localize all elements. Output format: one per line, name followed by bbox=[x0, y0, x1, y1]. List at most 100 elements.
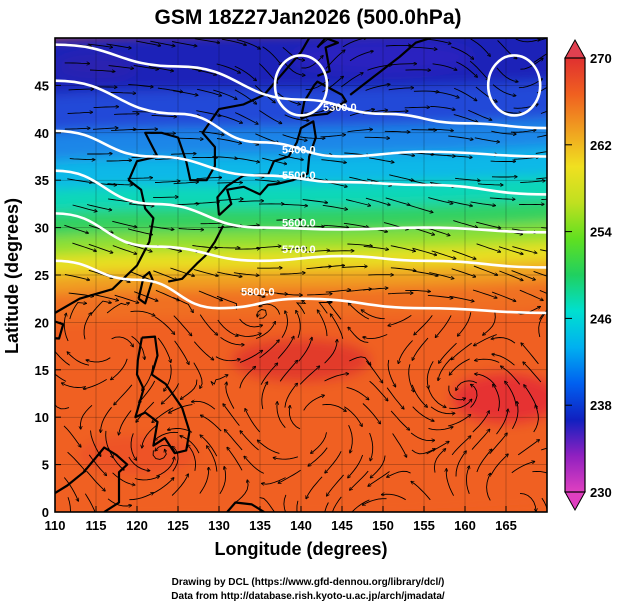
streamline bbox=[171, 474, 188, 496]
streamline bbox=[328, 251, 354, 252]
streamline bbox=[151, 116, 177, 117]
y-tick-label: 40 bbox=[35, 126, 49, 141]
streamline bbox=[173, 90, 197, 95]
streamline bbox=[172, 297, 193, 313]
streamline bbox=[521, 343, 539, 365]
streamline bbox=[200, 435, 218, 457]
streamline bbox=[388, 315, 412, 325]
credit-drawing: Drawing by DCL (https://www.gfd-dennou.o… bbox=[172, 577, 445, 588]
streamline bbox=[533, 405, 539, 433]
streamline bbox=[239, 351, 262, 363]
colorbar-gradient bbox=[565, 58, 585, 492]
streamline bbox=[244, 457, 265, 474]
streamline bbox=[63, 477, 78, 501]
streamline bbox=[196, 110, 220, 116]
streamline bbox=[505, 382, 517, 407]
streamline bbox=[319, 38, 331, 47]
streamline bbox=[173, 182, 199, 185]
coastline-segment bbox=[316, 38, 339, 77]
colorbar-tick-label: 262 bbox=[590, 138, 612, 153]
streamline bbox=[517, 440, 539, 456]
y-axis: 0 5 10 15 20 25 30 35 40 45 bbox=[35, 78, 61, 520]
streamline bbox=[154, 316, 174, 334]
streamline bbox=[412, 337, 429, 360]
streamline bbox=[283, 494, 287, 512]
streamline bbox=[331, 496, 342, 512]
streamline bbox=[305, 80, 329, 91]
streamline bbox=[152, 450, 166, 460]
coastline-segment bbox=[55, 320, 65, 340]
streamline bbox=[455, 451, 466, 477]
contour-label: 5700.0 bbox=[282, 244, 316, 256]
streamline bbox=[321, 159, 346, 163]
colorbar-frame bbox=[564, 57, 586, 493]
streamline bbox=[172, 41, 196, 47]
temperature-patch bbox=[293, 40, 473, 73]
streamline bbox=[385, 45, 411, 46]
x-tick-label: 130 bbox=[208, 518, 230, 533]
streamline bbox=[157, 457, 174, 477]
contour-label: 5400.0 bbox=[282, 145, 316, 157]
streamline bbox=[350, 470, 369, 490]
streamline bbox=[324, 502, 329, 512]
streamline bbox=[349, 356, 370, 365]
streamline bbox=[363, 498, 387, 505]
streamline bbox=[155, 444, 177, 454]
closed-low-contour bbox=[273, 54, 329, 117]
y-tick-label: 30 bbox=[35, 221, 49, 236]
streamline bbox=[490, 454, 508, 476]
streamline bbox=[128, 84, 153, 87]
streamline bbox=[153, 197, 178, 198]
streamline bbox=[518, 79, 542, 89]
streamline bbox=[55, 404, 70, 410]
streamline bbox=[363, 245, 388, 249]
streamline bbox=[255, 179, 280, 183]
streamline bbox=[213, 89, 236, 99]
streamline bbox=[404, 107, 430, 108]
streamline bbox=[489, 433, 507, 455]
streamline bbox=[64, 128, 90, 129]
streamline bbox=[301, 56, 323, 69]
streamline bbox=[276, 220, 301, 221]
streamline bbox=[259, 497, 276, 512]
streamline bbox=[412, 46, 437, 49]
x-tick-label: 160 bbox=[454, 518, 476, 533]
coastline-segment bbox=[55, 38, 311, 314]
streamline bbox=[325, 290, 351, 293]
streamline bbox=[132, 129, 158, 130]
streamline bbox=[106, 303, 129, 314]
streamline bbox=[148, 66, 173, 72]
streamline bbox=[257, 309, 267, 319]
streamline bbox=[327, 474, 344, 496]
streamline bbox=[325, 451, 342, 472]
streamline bbox=[498, 246, 523, 254]
figure-title: GSM 18Z27Jan2026 (500.0hPa) bbox=[154, 6, 461, 29]
streamline bbox=[331, 314, 344, 339]
streamline bbox=[111, 336, 134, 347]
streamline bbox=[347, 243, 372, 246]
streamline bbox=[318, 310, 328, 337]
streamline bbox=[523, 362, 542, 383]
streamline bbox=[369, 157, 393, 162]
streamline bbox=[150, 40, 174, 46]
streamline bbox=[451, 268, 476, 277]
streamline bbox=[413, 270, 437, 276]
streamline bbox=[216, 63, 240, 73]
streamline bbox=[235, 248, 260, 249]
streamline bbox=[299, 136, 325, 139]
streamline bbox=[365, 360, 382, 383]
colorbar-top-arrow bbox=[564, 38, 586, 59]
streamline bbox=[537, 38, 547, 42]
streamline bbox=[207, 446, 218, 472]
streamline bbox=[173, 204, 199, 205]
streamline bbox=[279, 469, 301, 483]
streamline bbox=[369, 380, 388, 400]
streamline bbox=[486, 474, 491, 501]
streamline bbox=[541, 447, 547, 451]
streamline bbox=[319, 265, 345, 268]
streamline bbox=[447, 415, 470, 427]
streamline bbox=[178, 229, 204, 230]
streamline bbox=[289, 406, 301, 430]
streamline bbox=[127, 178, 153, 179]
x-tick-label: 140 bbox=[290, 518, 312, 533]
